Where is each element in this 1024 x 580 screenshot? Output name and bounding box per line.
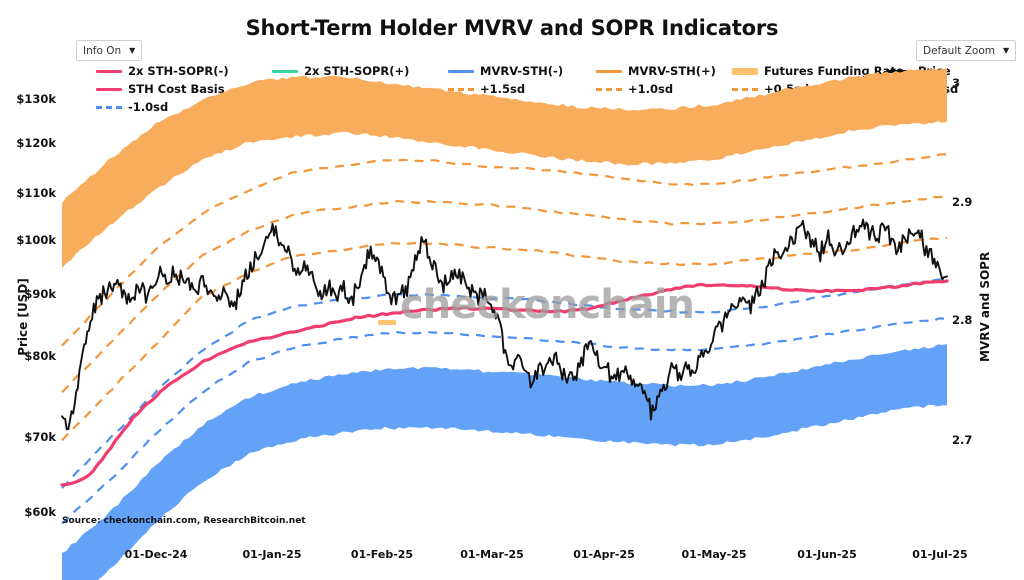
info-dropdown-label: Info On [83,44,122,57]
series--1-0sd [61,195,948,393]
x-axis-tick: 01-Dec-24 [124,548,188,561]
legend-label: 2x STH-SOPR(-) [128,64,229,78]
x-axis-tick: 01-Feb-25 [350,548,414,561]
band--2-0sd [62,68,947,269]
legend-2x-sth-sopr-pos[interactable]: 2x STH-SOPR(+) [272,64,409,78]
y-axis-right-tick: 2.8 [952,313,973,327]
y-axis-right-tick: 2.7 [952,433,973,447]
y-axis-left-tick: $60k [24,505,56,519]
legend-label: -1.0sd [128,100,169,114]
y-axis-left-title: Price [USD] [16,278,30,356]
y-axis-right-ticks: 3 2.9 2.8 2.7 [952,0,992,580]
legend-plus-1-5sd[interactable]: +1.5sd [448,82,525,96]
x-axis-tick: 01-May-25 [681,548,747,561]
y-axis-left-tick: $80k [24,349,56,363]
y-axis-left-ticks: $130k $120k $110k $100k $90k $80k $70k $60k [0,0,56,580]
legend-swatch-icon [886,69,912,73]
series--0-5sd [61,236,948,442]
legend-swatch-icon [448,69,474,73]
info-dropdown[interactable]: Info On ▼ [76,40,143,61]
y-axis-left-tick: $120k [16,136,56,150]
x-axis-ticks: 01-Dec-24 01-Jan-25 01-Feb-25 01-Mar-25 01-A… [0,548,1024,568]
y-axis-right-tick: 2.9 [952,195,973,209]
legend-plus-1-0sd[interactable]: +1.0sd [596,82,673,96]
y-axis-right-title: MVRV and SOPR [978,251,992,362]
series--0-5sd [61,278,948,489]
page-title: Short-Term Holder MVRV and SOPR Indicato… [245,16,779,40]
band--1-5sd [62,344,947,580]
band-funding-rate-marker [378,320,396,325]
legend-swatch-icon [272,69,298,73]
y-axis-left-tick: $100k [16,233,56,247]
x-axis-tick: 01-Apr-25 [573,548,635,561]
series--1-0sd [61,317,948,525]
y-axis-left-tick: $130k [16,92,56,106]
legend-sth-cost-basis[interactable]: STH Cost Basis [96,82,225,96]
legend-label: STH Cost Basis [128,82,225,96]
legend-2x-sth-sopr-neg[interactable]: 2x STH-SOPR(-) [96,64,229,78]
legend-swatch-icon [732,87,758,91]
y-axis-left-tick: $110k [16,186,56,200]
legend-label: +1.5sd [480,82,526,96]
zoom-dropdown[interactable]: Default Zoom ▼ [916,40,1017,61]
legend-swatch-icon [448,87,474,91]
zoom-dropdown-label: Default Zoom [923,44,995,57]
legend-swatch-icon [732,67,758,75]
legend-mvrv-sth-neg[interactable]: MVRV-STH(-) [448,64,563,78]
legend-swatch-icon [596,69,622,73]
legend-label: +1.0sd [628,82,674,96]
source-note: Source: checkonchain.com, ResearchBitcoi… [62,516,306,526]
x-axis-tick: 01-Jul-25 [912,548,968,561]
legend-label: MVRV-STH(-) [480,64,564,78]
x-axis-tick: 01-Jun-25 [797,548,857,561]
legend-swatch-icon [596,87,622,91]
legend-label: MVRV-STH(+) [628,64,716,78]
y-axis-left-tick: $70k [24,430,56,444]
series-price [61,218,948,431]
legend-swatch-icon [96,69,122,73]
legend-mvrv-sth-pos[interactable]: MVRV-STH(+) [596,64,716,78]
x-axis-tick: 01-Jan-25 [242,548,302,561]
x-axis-tick: 01-Mar-25 [460,548,524,561]
legend-swatch-icon [96,105,122,109]
y-axis-left-tick: $90k [24,287,56,301]
legend-swatch-icon [96,87,122,91]
legend-minus-1-0sd[interactable]: -1.0sd [96,100,168,114]
chevron-down-icon: ▼ [1002,45,1010,55]
series--1-5sd [61,153,948,347]
chevron-down-icon: ▼ [129,45,136,55]
series-sth-cost-basis [60,279,949,487]
legend-label: 2x STH-SOPR(+) [304,64,410,78]
y-axis-right-tick: 3 [952,76,961,90]
